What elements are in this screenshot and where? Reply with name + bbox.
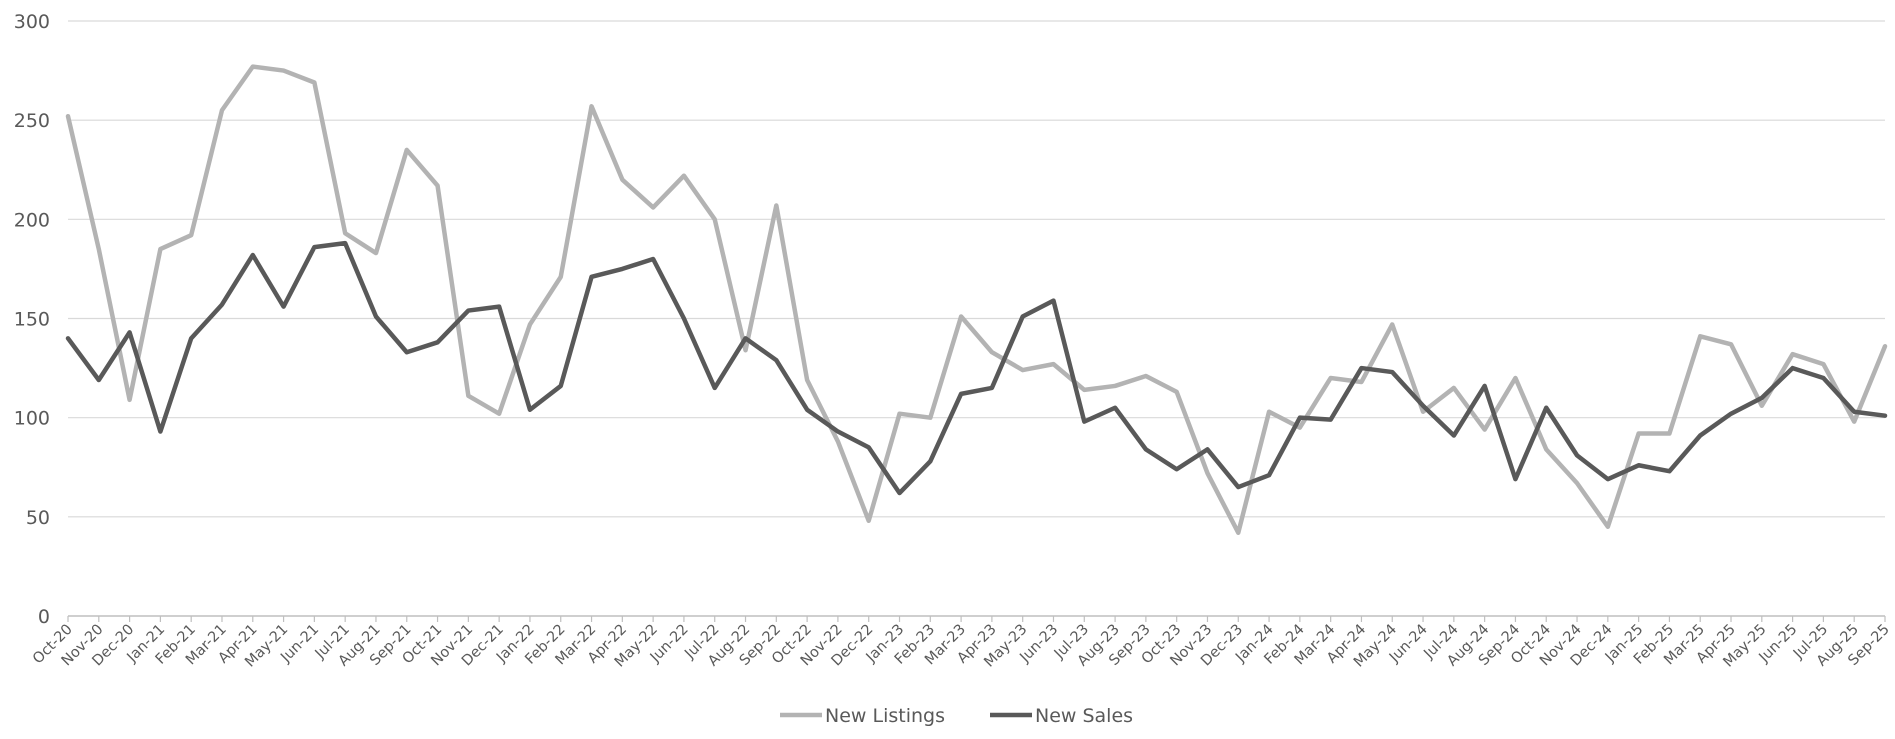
y-axis-tick-labels: 0 50 100 150 200 250 300 — [14, 11, 50, 628]
y-tick-label: 250 — [14, 110, 50, 132]
y-tick-label: 50 — [26, 507, 50, 529]
series-line-new-sales — [65, 240, 1888, 496]
x-axis-tick-labels: Oct-20Nov-20Dec-20Jan-21Feb-21Mar-21Apr-… — [30, 622, 1893, 671]
y-tick-label: 150 — [14, 309, 50, 331]
legend-label-new-sales: New Sales — [1035, 705, 1133, 727]
y-tick-label: 300 — [14, 11, 50, 33]
series-line-new-listings — [65, 64, 1888, 535]
y-tick-label: 200 — [14, 209, 50, 231]
y-tick-label: 100 — [14, 408, 50, 430]
legend-label-new-listings: New Listings — [825, 705, 945, 727]
y-tick-label: 0 — [38, 606, 50, 628]
legend: New Listings New Sales — [780, 705, 1133, 727]
series-lines — [65, 64, 1888, 535]
x-axis — [67, 615, 1886, 622]
gridlines — [68, 20, 1885, 518]
